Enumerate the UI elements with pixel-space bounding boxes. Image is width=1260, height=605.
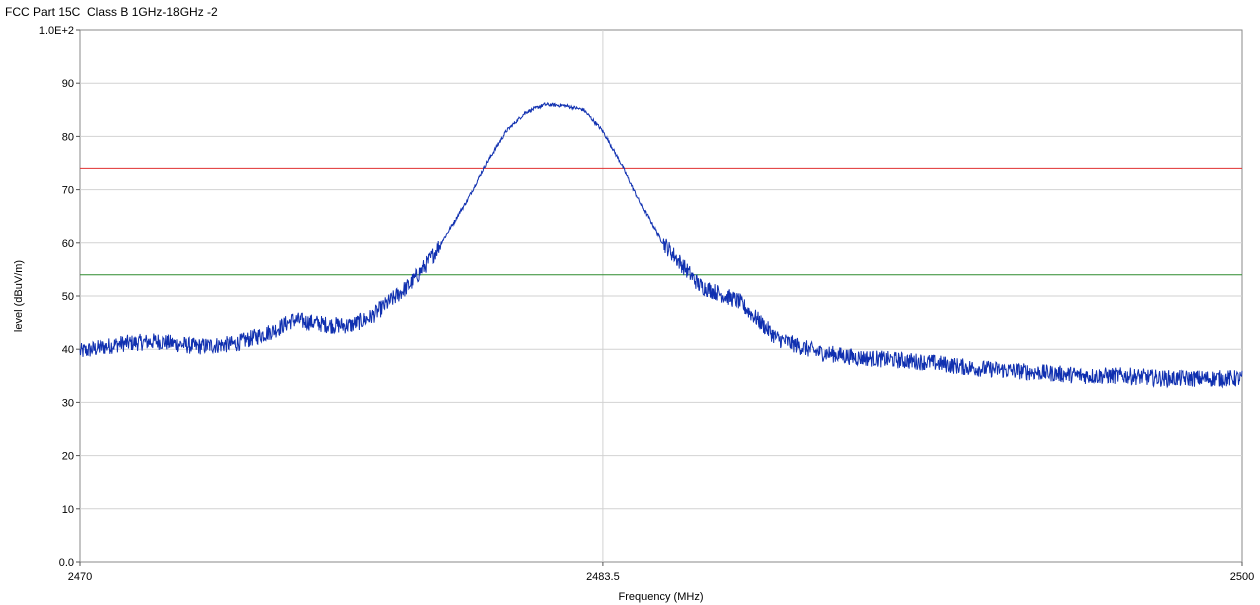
x-tick-label: 2483.5 [586,571,620,583]
y-tick-label: 1.0E+2 [39,25,74,37]
y-tick-label: 10 [62,504,74,516]
y-tick-label: 40 [62,344,74,356]
y-axis-ticks: 0.0 10 20 30 40 50 60 70 80 90 1.0E+2 [39,25,80,569]
y-tick-label: 90 [62,78,74,90]
y-tick-label: 80 [62,131,74,143]
y-tick-label: 0.0 [59,557,74,569]
chart-title: FCC Part 15C Class B 1GHz-18GHz -2 [5,5,218,19]
y-tick-label: 30 [62,397,74,409]
y-tick-label: 20 [62,451,74,463]
x-axis-label: Frequency (MHz) [619,591,704,603]
limit-lines [80,167,1242,276]
x-axis-ticks: 2470 2483.5 2500 [68,562,1254,583]
grid-layer [80,30,1242,562]
x-tick-label: 2500 [1230,571,1254,583]
measurement-trace [79,101,1243,389]
y-axis-label: level (dBuV/m) [13,260,25,332]
x-tick-label: 2470 [68,571,92,583]
series-layer [79,101,1243,389]
y-tick-label: 60 [62,238,74,250]
y-tick-label: 70 [62,185,74,197]
y-tick-label: 50 [62,291,74,303]
